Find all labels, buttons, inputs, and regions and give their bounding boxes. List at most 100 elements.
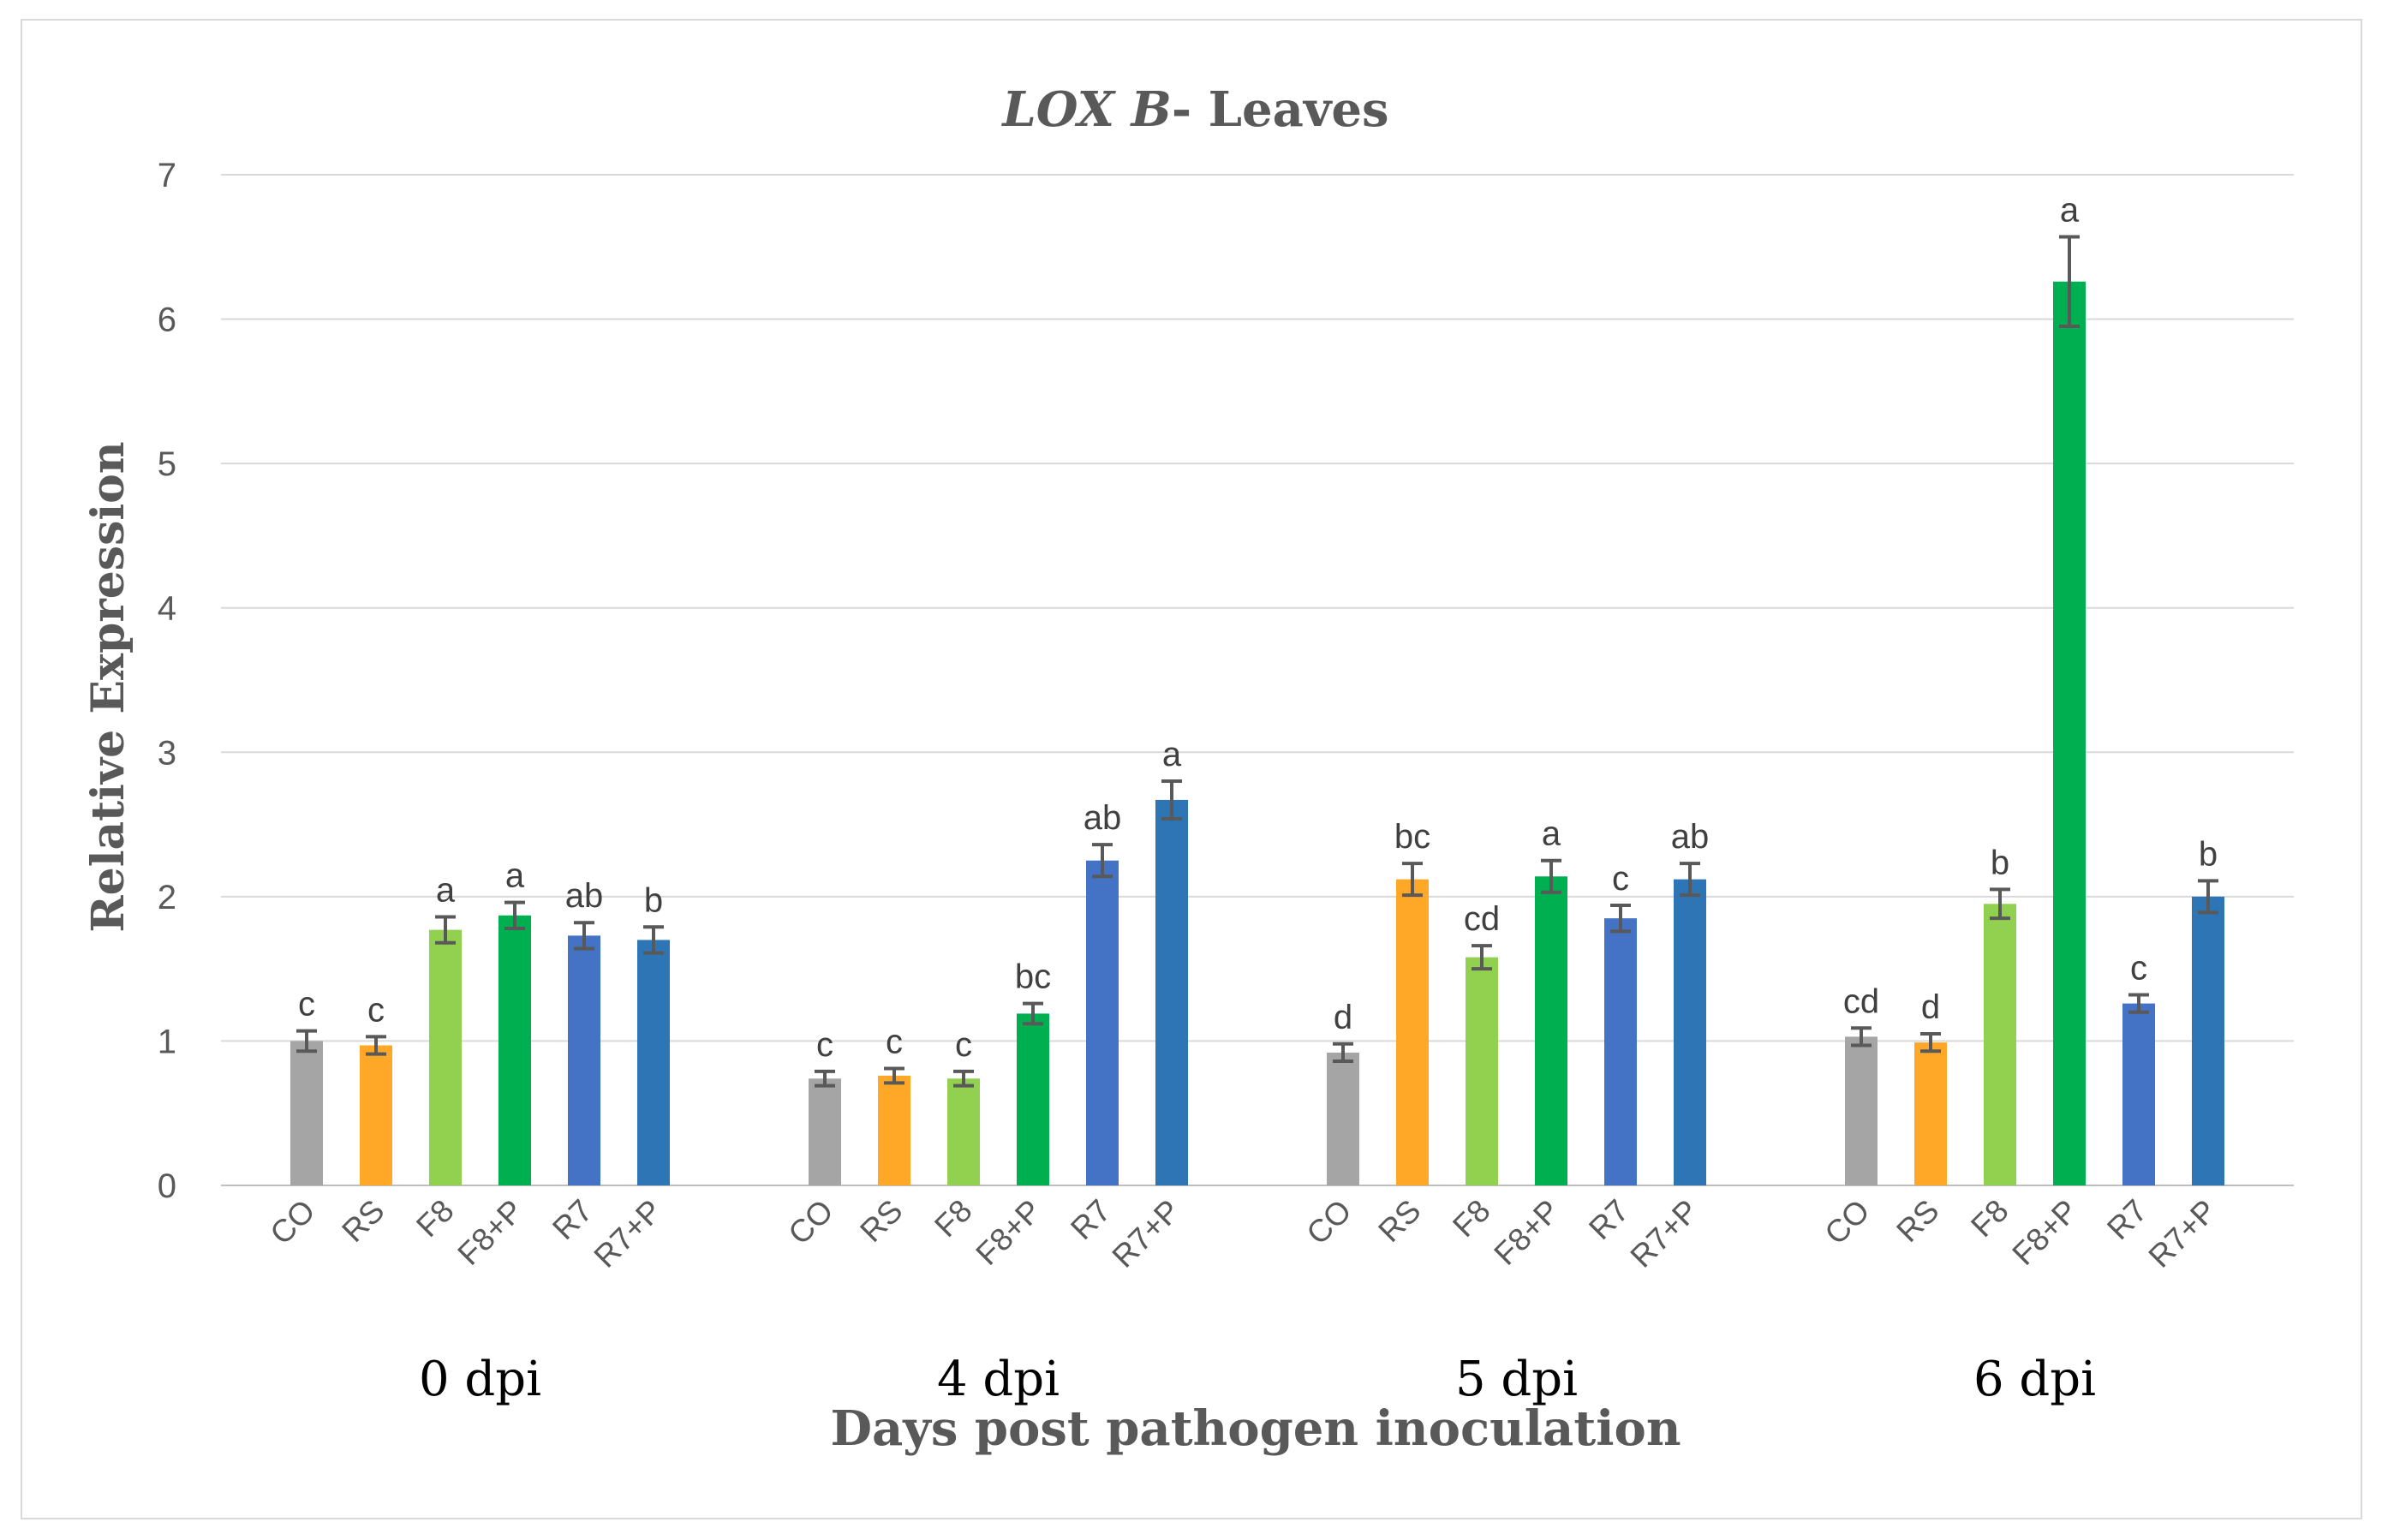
category-label: RS	[1371, 1193, 1427, 1249]
error-bar	[574, 921, 594, 951]
bar-4dpi-F8	[947, 1078, 980, 1185]
significance-label: c	[298, 986, 315, 1024]
error-bar	[1920, 1032, 1941, 1054]
significance-label: c	[367, 991, 385, 1029]
significance-label: b	[2199, 835, 2218, 873]
significance-label: a	[505, 857, 525, 895]
group-label: 0 dpi	[419, 1352, 541, 1407]
error-bar	[435, 915, 456, 945]
error-bar	[1472, 944, 1492, 971]
category-label: F8	[1446, 1193, 1497, 1245]
bar-0dpi-R7	[568, 935, 600, 1185]
y-tick-label: 3	[158, 734, 176, 772]
bar-6dpi-RS	[1914, 1042, 1947, 1185]
significance-label: c	[955, 1026, 972, 1064]
significance-label: ab	[1084, 799, 1122, 837]
error-bar	[2059, 235, 2080, 328]
category-label: R7+P	[2141, 1193, 2223, 1274]
significance-label: a	[2060, 191, 2080, 229]
error-bar	[1023, 1001, 1043, 1026]
error-bar	[643, 925, 664, 955]
chart-title: LOX B- Leaves	[1000, 81, 1388, 138]
significance-label: a	[1162, 736, 1182, 773]
error-bar	[296, 1029, 317, 1054]
significance-label: ab	[1671, 818, 1710, 856]
significance-label: d	[1921, 988, 1940, 1026]
bar-0dpi-CO	[290, 1041, 323, 1185]
group-label: 6 dpi	[1973, 1352, 2096, 1407]
error-bar	[1680, 862, 1700, 898]
error-bar	[366, 1035, 386, 1056]
group-labels: 0 dpi 4 dpi 5 dpi 6 dpi	[419, 1352, 2096, 1407]
y-tick-label: 7	[158, 157, 176, 194]
gridlines	[221, 174, 2294, 1186]
y-tick-label: 5	[158, 445, 176, 483]
bar-4dpi-R7-plus-P	[1155, 799, 1188, 1185]
group-label: 5 dpi	[1455, 1352, 1578, 1407]
category-label: CO	[1299, 1193, 1358, 1251]
x-axis-title: Days post pathogen inoculation	[830, 1400, 1681, 1457]
bar-4dpi-RS	[878, 1075, 910, 1185]
significance-label: a	[1542, 815, 1561, 853]
y-tick-label: 1	[158, 1023, 176, 1060]
error-bar	[1990, 887, 2010, 921]
bar-5dpi-R7-plus-P	[1674, 879, 1706, 1185]
error-bar	[1333, 1042, 1353, 1064]
chart-title-rest: - Leaves	[1172, 81, 1389, 138]
significance-label: bc	[1015, 958, 1051, 996]
category-label: F8	[409, 1193, 461, 1245]
y-tick-label: 4	[158, 590, 176, 628]
category-label: CO	[263, 1193, 321, 1251]
y-tick-label: 0	[158, 1167, 176, 1205]
category-label: R7	[2100, 1193, 2153, 1246]
y-tick-label: 6	[158, 301, 176, 339]
significance-label: c	[2130, 949, 2147, 987]
significance-label: c	[886, 1023, 903, 1060]
significance-label: b	[1991, 844, 2009, 881]
error-bar	[1541, 858, 1561, 894]
category-label: R7+P	[1623, 1193, 1704, 1274]
error-bar	[1402, 862, 1423, 898]
category-label: CO	[1818, 1193, 1876, 1251]
bar-4dpi-R7	[1086, 860, 1119, 1185]
bar-6dpi-F8-plus-P	[2053, 281, 2086, 1185]
error-bar	[2198, 879, 2218, 915]
y-tick-labels: 0 1 2 3 4 5 6 7	[158, 157, 176, 1205]
bar-0dpi-R7-plus-P	[637, 940, 670, 1185]
bar-6dpi-F8	[1984, 904, 2016, 1185]
bar-5dpi-RS	[1396, 879, 1429, 1185]
error-bar	[815, 1069, 835, 1088]
bar-0dpi-F8	[429, 929, 462, 1185]
significance-label: d	[1334, 999, 1352, 1036]
category-label: R7	[1064, 1193, 1117, 1246]
category-label: R7+P	[587, 1193, 668, 1274]
bar-4dpi-F8-plus-P	[1017, 1013, 1049, 1185]
error-bar	[504, 900, 525, 930]
bar-5dpi-F8-plus-P	[1535, 876, 1567, 1185]
bar-5dpi-F8	[1466, 957, 1498, 1185]
y-axis-title: Relative Expression	[82, 441, 134, 932]
category-label: RS	[335, 1193, 391, 1249]
bar-6dpi-R7	[2122, 1003, 2155, 1185]
chart-title-gene: LOX B	[1000, 81, 1171, 138]
bar-0dpi-F8-plus-P	[498, 915, 531, 1185]
category-label: F8+P	[2005, 1193, 2084, 1272]
svg-text:LOX B- Leaves: LOX B- Leaves	[1000, 81, 1388, 138]
category-label: R7+P	[1105, 1193, 1186, 1274]
category-label: F8	[1964, 1193, 2015, 1245]
significance-label: a	[436, 871, 456, 909]
error-bars	[296, 235, 2218, 1088]
significance-label: c	[816, 1026, 833, 1064]
bar-5dpi-CO	[1327, 1052, 1359, 1185]
category-label: R7	[1582, 1193, 1635, 1246]
significance-label: bc	[1394, 818, 1430, 856]
significance-label: c	[1612, 860, 1629, 898]
category-label: CO	[781, 1193, 839, 1251]
bar-0dpi-RS	[360, 1045, 392, 1185]
error-bar	[1092, 843, 1113, 879]
category-label: F8+P	[1487, 1193, 1566, 1272]
significance-label: cd	[1843, 982, 1879, 1020]
